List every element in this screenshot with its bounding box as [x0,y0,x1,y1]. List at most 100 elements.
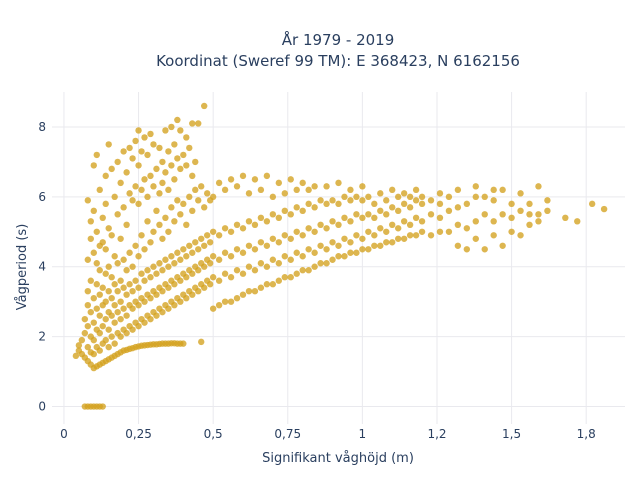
data-points [72,102,608,410]
data-point [192,239,199,246]
data-point [490,218,497,225]
data-point [389,186,396,194]
data-point [132,137,139,145]
data-point [117,277,124,284]
data-point [353,232,360,239]
data-point [406,193,414,201]
data-point [165,148,172,155]
data-point [287,235,294,242]
data-point [206,239,214,246]
data-point [180,200,187,208]
data-point [159,308,166,316]
data-point [251,176,259,183]
data-point [96,291,103,298]
data-point [517,232,524,239]
data-point [245,190,253,197]
data-point [383,239,390,246]
data-point [341,235,348,242]
data-point [233,294,241,302]
data-point [377,225,384,232]
chart-subtitle: Koordinat (Sweref 99 TM): E 368423, N 61… [156,52,520,70]
data-point [499,242,506,249]
data-point [239,172,247,180]
data-point [87,308,94,316]
data-point [156,260,163,267]
data-point [562,214,569,222]
data-point [245,218,253,225]
data-point [371,214,378,222]
data-point [132,277,139,284]
data-point [263,263,271,270]
data-point [144,151,151,159]
data-point [87,235,94,242]
data-point [108,232,115,239]
data-point [418,193,426,201]
data-point [251,267,259,274]
data-point [389,204,396,211]
data-point [177,127,184,134]
data-point [93,281,100,288]
data-point [206,281,214,288]
data-point [171,281,178,288]
data-point [359,214,366,222]
y-axis-ticks: 0 2 4 6 8 [38,120,46,414]
data-point [114,308,121,316]
data-point [105,288,112,295]
data-point [508,228,515,235]
data-point [189,120,196,127]
data-point [126,144,133,152]
data-point [96,347,103,354]
data-point [186,144,193,152]
data-point [189,172,196,180]
data-point [299,207,306,215]
data-point [129,305,136,312]
data-point [177,298,184,305]
data-point [177,256,184,263]
data-point [287,176,294,183]
data-point [281,207,288,215]
data-point [394,193,402,201]
data-point [526,200,533,208]
data-point [150,141,157,148]
data-point [311,263,318,270]
data-point [108,165,115,173]
data-point [215,301,223,309]
data-point [87,277,94,284]
data-point [102,246,109,253]
data-point [221,298,229,305]
data-point [177,165,184,173]
data-point [198,183,205,190]
data-point [84,322,92,330]
data-point [394,207,402,215]
data-point [129,155,136,162]
y-axis-title: Vågperiod (s) [15,224,30,311]
data-point [102,270,109,277]
data-point [371,232,378,239]
data-point [111,319,118,326]
data-point [99,403,106,410]
data-point [535,211,542,218]
data-point [153,291,160,298]
data-point [365,211,372,218]
data-point [203,190,211,197]
data-point [275,239,283,246]
data-point [311,204,318,211]
data-point [159,267,166,274]
data-point [162,169,169,176]
data-point [111,193,118,201]
data-point [377,242,384,249]
data-point [317,242,324,249]
data-point [281,232,288,239]
data-point [418,200,426,208]
data-point [165,186,172,194]
data-point [102,200,109,208]
data-point [162,256,169,263]
data-point [120,305,127,312]
data-point [144,193,151,201]
data-point [359,197,366,204]
data-point [251,221,259,228]
data-point [108,274,115,281]
data-point [162,214,169,222]
data-point [490,232,497,239]
data-point [93,260,100,267]
